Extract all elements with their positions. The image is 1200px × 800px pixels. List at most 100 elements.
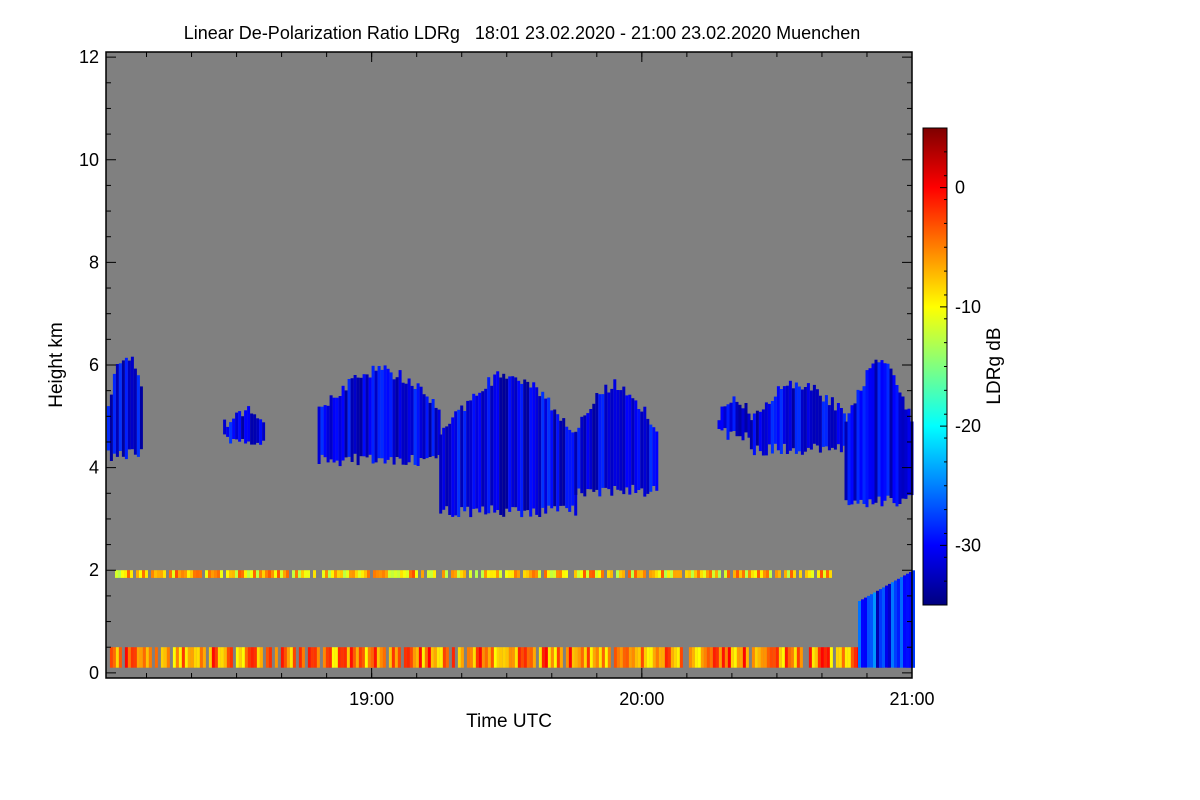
ldr-cell [505, 647, 509, 668]
ldr-cell [547, 397, 551, 506]
ldr-cell [127, 360, 131, 450]
ldr-cell [202, 647, 206, 668]
ldr-cell [717, 420, 721, 429]
ldr-cell [274, 570, 277, 578]
ldr-cell [187, 570, 190, 578]
ldr-cell [775, 570, 778, 578]
ldr-cell [253, 647, 257, 668]
ldr-cell [652, 647, 656, 668]
ldr-cell [664, 647, 668, 668]
ldr-cell [499, 647, 503, 668]
ldr-cell [907, 408, 911, 496]
ldr-cell [295, 570, 298, 578]
ldr-cell [655, 431, 659, 491]
ldr-cell [853, 647, 857, 668]
colorbar-tick-label: -20 [955, 416, 981, 436]
ldr-cell [136, 647, 140, 668]
colorbar-tick-label: -30 [955, 535, 981, 555]
ldr-cell [598, 570, 601, 578]
ldr-cell [523, 379, 527, 511]
ldr-cell [145, 570, 148, 578]
ldr-cell [350, 378, 354, 462]
ldr-cell [631, 570, 634, 578]
ldr-cell [841, 647, 845, 668]
ldr-cell [715, 570, 718, 578]
ldr-cell [178, 647, 182, 668]
ldr-cell [160, 647, 164, 668]
ldr-cell [337, 570, 340, 578]
ldr-cell [313, 570, 316, 578]
ldr-cell [445, 647, 449, 668]
ldr-cell [631, 647, 635, 668]
ldr-cell [344, 390, 348, 458]
y-axis-label: Height km [46, 322, 67, 408]
ldr-cell [782, 386, 786, 444]
y-tick-label: 10 [79, 150, 99, 170]
ldr-cell [904, 409, 908, 499]
ldr-cell [388, 647, 392, 668]
ldr-cell [685, 570, 688, 578]
ldr-cell [379, 570, 382, 578]
ldr-cell [785, 385, 789, 454]
ldr-cell [691, 647, 695, 668]
ldr-cell [694, 570, 697, 578]
ldr-cell [244, 570, 247, 578]
ldr-cell [310, 647, 314, 668]
ldr-cell [280, 647, 284, 668]
ldr-cell [679, 570, 682, 578]
ldr-cell [565, 570, 568, 578]
ldr-cell [418, 647, 422, 668]
ldr-cell [735, 401, 739, 437]
ldr-cell [178, 570, 181, 578]
ldr-cell [142, 570, 145, 578]
ldr-cell [868, 368, 872, 500]
ldr-cell [226, 426, 230, 437]
ldr-cell [380, 369, 384, 459]
ldr-cell [747, 413, 751, 438]
ldr-cell [721, 647, 725, 668]
ldr-cell [343, 570, 346, 578]
ldr-cell [361, 570, 364, 578]
ldr-cell [628, 394, 632, 495]
ldr-cell [407, 378, 411, 463]
ldr-cell [163, 647, 167, 668]
colorbar-tick-label: -10 [955, 297, 981, 317]
ldr-cell [235, 570, 238, 578]
ldr-cell [332, 397, 336, 463]
ldr-cell [523, 570, 526, 578]
ldr-cell [652, 570, 655, 578]
ldr-cell [352, 570, 355, 578]
ldr-cell [415, 570, 418, 578]
ldr-cell [181, 570, 184, 578]
ldr-cell [358, 570, 361, 578]
ldr-cell [778, 570, 781, 578]
ldr-cell [229, 647, 233, 668]
ldr-cell [211, 570, 214, 578]
ldr-cell [401, 382, 405, 465]
ldr-cell [133, 647, 137, 668]
ldr-cell [712, 570, 715, 578]
ldr-cell [861, 599, 864, 668]
ldr-cell [873, 592, 876, 668]
ldr-cell [670, 570, 673, 578]
ldr-cell [475, 647, 479, 668]
ldr-cell [368, 377, 372, 455]
ldr-cell [616, 570, 619, 578]
ldr-cell [794, 382, 798, 454]
ldr-cell [748, 570, 751, 578]
ldr-cell [769, 647, 773, 668]
ldr-cell [766, 647, 770, 668]
colorbar-tick-label: 0 [955, 178, 965, 198]
ldr-cell [331, 570, 334, 578]
ldr-cell [752, 413, 756, 456]
ldr-cell [172, 570, 175, 578]
ldr-cell [847, 647, 851, 668]
ldr-cell [646, 647, 650, 668]
ldr-cell [784, 570, 787, 578]
ldr-cell [397, 570, 400, 578]
ldr-cell [415, 647, 419, 668]
ldr-cell [190, 647, 194, 668]
ldr-cell [724, 570, 727, 578]
ldr-cell [903, 575, 906, 668]
ldr-cell [577, 647, 581, 668]
